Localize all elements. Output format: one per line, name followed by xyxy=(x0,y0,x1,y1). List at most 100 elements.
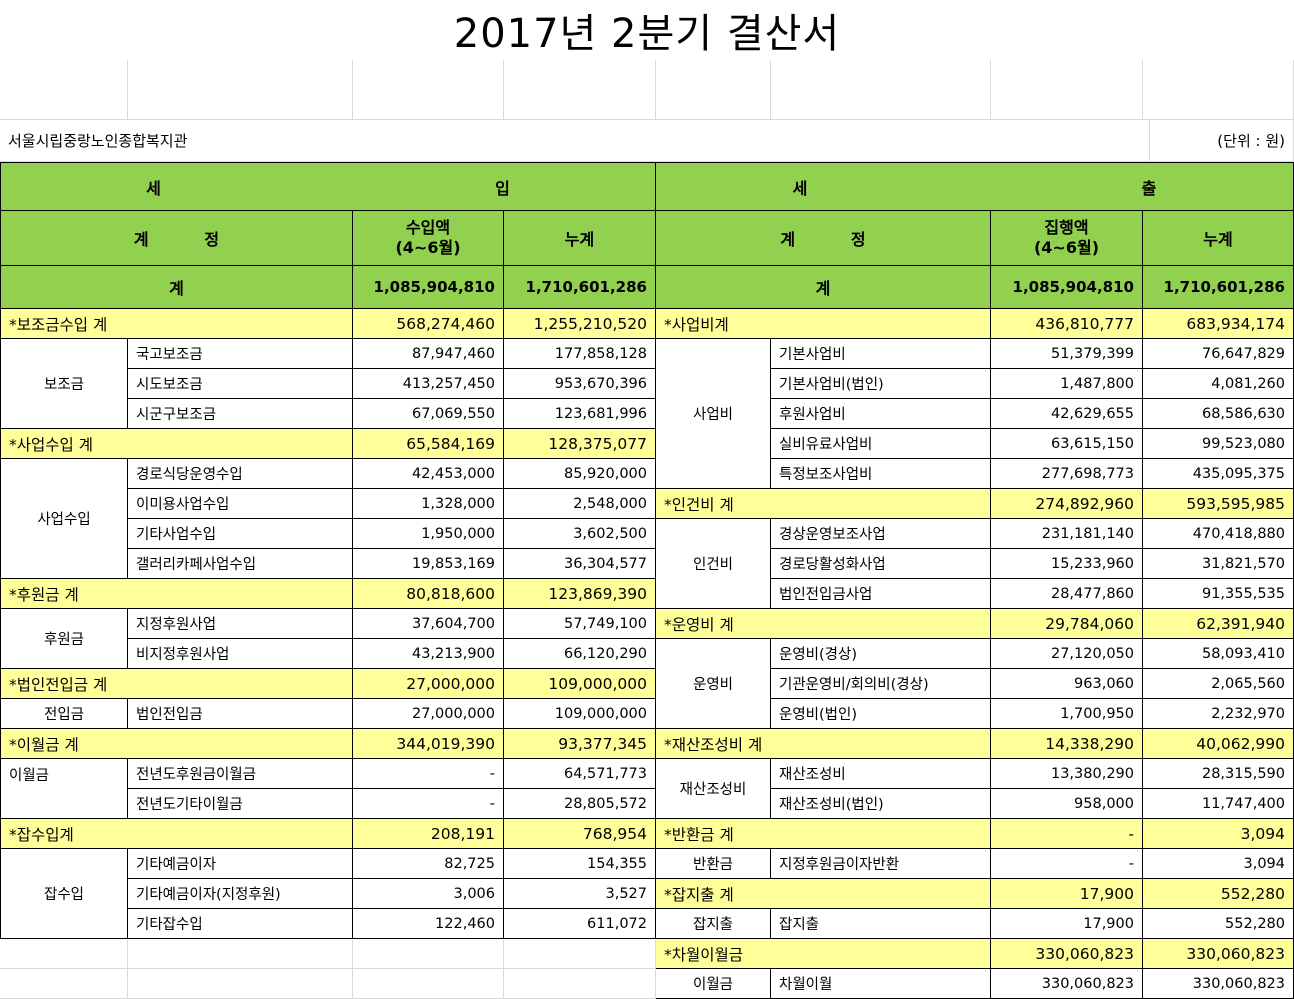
expense-subtotal-cumulative[interactable]: 330,060,823 xyxy=(1143,939,1294,969)
expense-item-cumulative[interactable]: 91,355,535 xyxy=(1143,579,1294,609)
income-item-cumulative[interactable]: 3,602,500 xyxy=(504,519,656,549)
income-subtotal-cumulative[interactable]: 768,954 xyxy=(504,819,656,849)
income-group-label[interactable]: 잡수입 xyxy=(0,849,128,939)
expense-item-amount[interactable]: 1,700,950 xyxy=(991,699,1143,729)
expense-item-cumulative[interactable]: 2,232,970 xyxy=(1143,699,1294,729)
expense-item-cumulative[interactable]: 3,094 xyxy=(1143,849,1294,879)
income-total-label[interactable]: 계 xyxy=(0,266,353,309)
income-subtotal-label[interactable]: *후원금 계 xyxy=(0,579,353,609)
expense-item-cumulative[interactable]: 11,747,400 xyxy=(1143,789,1294,819)
income-item-amount[interactable]: 82,725 xyxy=(353,849,504,879)
expense-total-label[interactable]: 계 xyxy=(656,266,991,309)
expense-group-label[interactable]: 재산조성비 xyxy=(656,759,771,819)
expense-subtotal-amount[interactable]: 330,060,823 xyxy=(991,939,1143,969)
income-item-amount[interactable]: - xyxy=(353,759,504,789)
expense-subtotal-cumulative[interactable]: 593,595,985 xyxy=(1143,489,1294,519)
empty-cell[interactable] xyxy=(128,939,353,969)
expense-total-amount[interactable]: 1,085,904,810 xyxy=(991,266,1143,309)
income-item-name[interactable]: 지정후원사업 xyxy=(128,609,353,639)
expense-group-label[interactable]: 잡지출 xyxy=(656,909,771,939)
expense-item-amount[interactable]: 51,379,399 xyxy=(991,339,1143,369)
empty-cell[interactable] xyxy=(353,939,504,969)
income-subtotal-cumulative[interactable]: 128,375,077 xyxy=(504,429,656,459)
income-item-cumulative[interactable]: 109,000,000 xyxy=(504,699,656,729)
income-subtotal-cumulative[interactable]: 1,255,210,520 xyxy=(504,309,656,339)
expense-account-header[interactable]: 계 정 xyxy=(656,211,991,266)
expense-subtotal-cumulative[interactable]: 3,094 xyxy=(1143,819,1294,849)
income-subtotal-label[interactable]: *보조금수입 계 xyxy=(0,309,353,339)
income-item-cumulative[interactable]: 611,072 xyxy=(504,909,656,939)
empty-cell[interactable] xyxy=(771,60,991,120)
income-subtotal-amount[interactable]: 80,818,600 xyxy=(353,579,504,609)
expense-subtotal-cumulative[interactable]: 683,934,174 xyxy=(1143,309,1294,339)
income-item-name[interactable]: 국고보조금 xyxy=(128,339,353,369)
expense-item-name[interactable]: 법인전입금사업 xyxy=(771,579,991,609)
income-group-label[interactable]: 이월금 xyxy=(0,759,128,819)
income-item-amount[interactable]: 67,069,550 xyxy=(353,399,504,429)
income-section-header[interactable]: 세 입 xyxy=(0,162,656,211)
income-total-cumulative[interactable]: 1,710,601,286 xyxy=(504,266,656,309)
income-item-name[interactable]: 기타사업수입 xyxy=(128,519,353,549)
unit-label[interactable]: (단위 : 원) xyxy=(1150,120,1294,162)
income-subtotal-amount[interactable]: 208,191 xyxy=(353,819,504,849)
income-item-cumulative[interactable]: 28,805,572 xyxy=(504,789,656,819)
expense-item-name[interactable]: 특정보조사업비 xyxy=(771,459,991,489)
empty-cell[interactable] xyxy=(128,969,353,999)
expense-section-header[interactable]: 세 출 xyxy=(656,162,1294,211)
income-subtotal-amount[interactable]: 65,584,169 xyxy=(353,429,504,459)
income-item-name[interactable]: 기타예금이자(지정후원) xyxy=(128,879,353,909)
expense-subtotal-label[interactable]: *운영비 계 xyxy=(656,609,991,639)
income-subtotal-cumulative[interactable]: 93,377,345 xyxy=(504,729,656,759)
income-total-amount[interactable]: 1,085,904,810 xyxy=(353,266,504,309)
expense-item-amount[interactable]: 27,120,050 xyxy=(991,639,1143,669)
expense-item-name[interactable]: 운영비(경상) xyxy=(771,639,991,669)
expense-item-name[interactable]: 경로당활성화사업 xyxy=(771,549,991,579)
expense-subtotal-label[interactable]: *인건비 계 xyxy=(656,489,991,519)
expense-item-amount[interactable]: 13,380,290 xyxy=(991,759,1143,789)
expense-item-name[interactable]: 실비유료사업비 xyxy=(771,429,991,459)
income-item-amount[interactable]: 27,000,000 xyxy=(353,699,504,729)
income-item-amount[interactable]: 87,947,460 xyxy=(353,339,504,369)
income-subtotal-amount[interactable]: 27,000,000 xyxy=(353,669,504,699)
income-item-cumulative[interactable]: 85,920,000 xyxy=(504,459,656,489)
income-item-cumulative[interactable]: 154,355 xyxy=(504,849,656,879)
expense-item-amount[interactable]: 958,000 xyxy=(991,789,1143,819)
income-group-label[interactable]: 전입금 xyxy=(0,699,128,729)
empty-cell[interactable] xyxy=(504,939,656,969)
expense-item-cumulative[interactable]: 4,081,260 xyxy=(1143,369,1294,399)
expense-subtotal-label[interactable]: *반환금 계 xyxy=(656,819,991,849)
empty-cell[interactable] xyxy=(504,969,656,999)
expense-item-amount[interactable]: 17,900 xyxy=(991,909,1143,939)
expense-subtotal-amount[interactable]: 274,892,960 xyxy=(991,489,1143,519)
income-item-name[interactable]: 이미용사업수입 xyxy=(128,489,353,519)
income-group-label[interactable]: 후원금 xyxy=(0,609,128,669)
expense-subtotal-amount[interactable]: 436,810,777 xyxy=(991,309,1143,339)
income-item-cumulative[interactable]: 66,120,290 xyxy=(504,639,656,669)
expense-subtotal-label[interactable]: *잡지출 계 xyxy=(656,879,991,909)
expense-item-amount[interactable]: 63,615,150 xyxy=(991,429,1143,459)
expense-item-cumulative[interactable]: 552,280 xyxy=(1143,909,1294,939)
income-item-amount[interactable]: 413,257,450 xyxy=(353,369,504,399)
income-item-amount[interactable]: 42,453,000 xyxy=(353,459,504,489)
expense-item-name[interactable]: 잡지출 xyxy=(771,909,991,939)
expense-item-amount[interactable]: 1,487,800 xyxy=(991,369,1143,399)
expense-item-cumulative[interactable]: 330,060,823 xyxy=(1143,969,1294,999)
expense-item-cumulative[interactable]: 435,095,375 xyxy=(1143,459,1294,489)
income-subtotal-label[interactable]: *이월금 계 xyxy=(0,729,353,759)
expense-item-cumulative[interactable]: 68,586,630 xyxy=(1143,399,1294,429)
expense-subtotal-cumulative[interactable]: 62,391,940 xyxy=(1143,609,1294,639)
expense-item-amount[interactable]: 330,060,823 xyxy=(991,969,1143,999)
income-item-cumulative[interactable]: 3,527 xyxy=(504,879,656,909)
income-item-name[interactable]: 비지정후원사업 xyxy=(128,639,353,669)
income-item-name[interactable]: 기타예금이자 xyxy=(128,849,353,879)
income-item-amount[interactable]: 1,328,000 xyxy=(353,489,504,519)
empty-cell[interactable] xyxy=(0,60,128,120)
income-account-header[interactable]: 계 정 xyxy=(0,211,353,266)
expense-item-name[interactable]: 기관운영비/회의비(경상) xyxy=(771,669,991,699)
expense-item-cumulative[interactable]: 28,315,590 xyxy=(1143,759,1294,789)
expense-group-label[interactable]: 사업비 xyxy=(656,339,771,489)
expense-group-label[interactable]: 인건비 xyxy=(656,519,771,609)
income-item-name[interactable]: 전년도후원금이월금 xyxy=(128,759,353,789)
expense-subtotal-label[interactable]: *재산조성비 계 xyxy=(656,729,991,759)
empty-cell[interactable] xyxy=(504,60,656,120)
